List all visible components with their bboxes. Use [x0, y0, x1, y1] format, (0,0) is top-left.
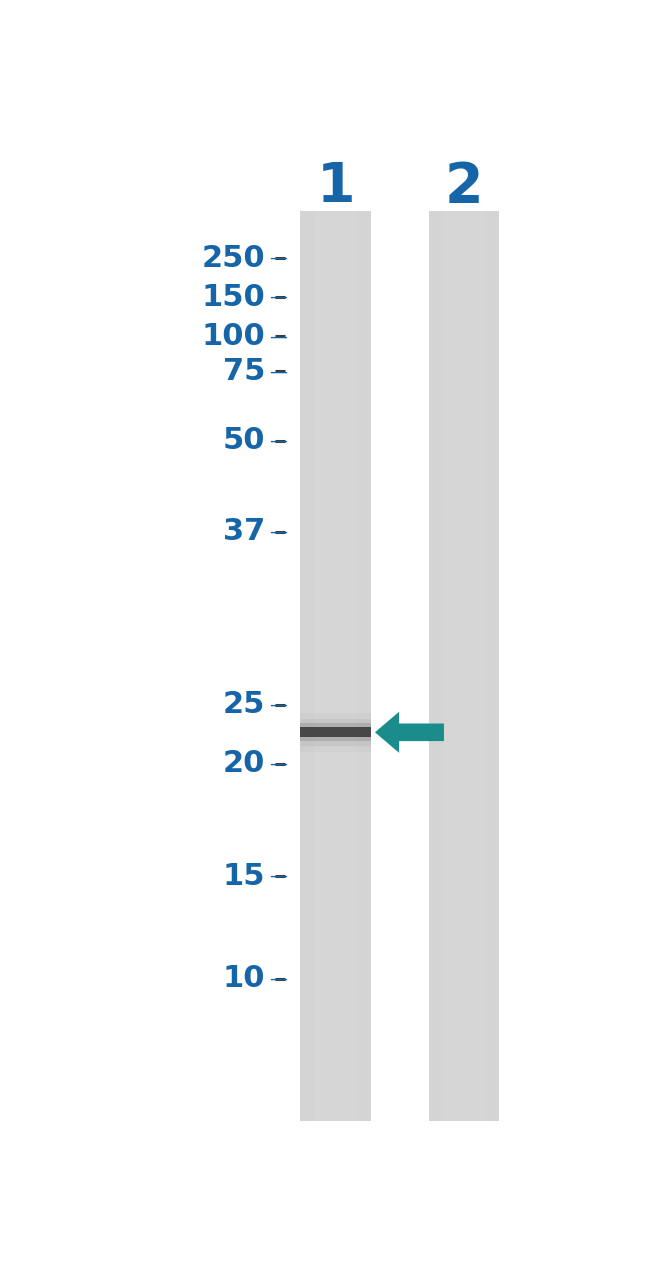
Text: 20: 20 [223, 749, 265, 779]
Text: —: — [268, 249, 287, 267]
Text: 100: 100 [202, 321, 265, 351]
Bar [300, 211, 371, 1120]
Text: 15: 15 [222, 861, 265, 890]
Text: —: — [268, 432, 287, 450]
Bar [443, 211, 486, 1120]
Bar [300, 728, 371, 737]
Text: —: — [268, 696, 287, 714]
Text: 50: 50 [222, 427, 265, 456]
Text: 1: 1 [317, 160, 355, 213]
Text: —: — [268, 362, 287, 381]
Bar [429, 211, 499, 1120]
Text: —: — [268, 754, 287, 772]
Text: —: — [268, 867, 287, 885]
Bar [300, 719, 371, 745]
Bar [315, 211, 357, 1120]
Text: —: — [268, 288, 287, 306]
FancyArrow shape [375, 711, 444, 753]
Bar [300, 724, 371, 742]
Text: —: — [268, 328, 287, 345]
Text: —: — [268, 970, 287, 988]
Text: 2: 2 [445, 160, 484, 213]
Text: 250: 250 [202, 244, 265, 273]
Text: 10: 10 [222, 964, 265, 993]
Text: 75: 75 [223, 357, 265, 386]
Text: —: — [268, 523, 287, 541]
Text: 150: 150 [202, 283, 265, 311]
Text: 25: 25 [223, 691, 265, 719]
Bar [300, 712, 371, 752]
Text: 37: 37 [223, 517, 265, 546]
